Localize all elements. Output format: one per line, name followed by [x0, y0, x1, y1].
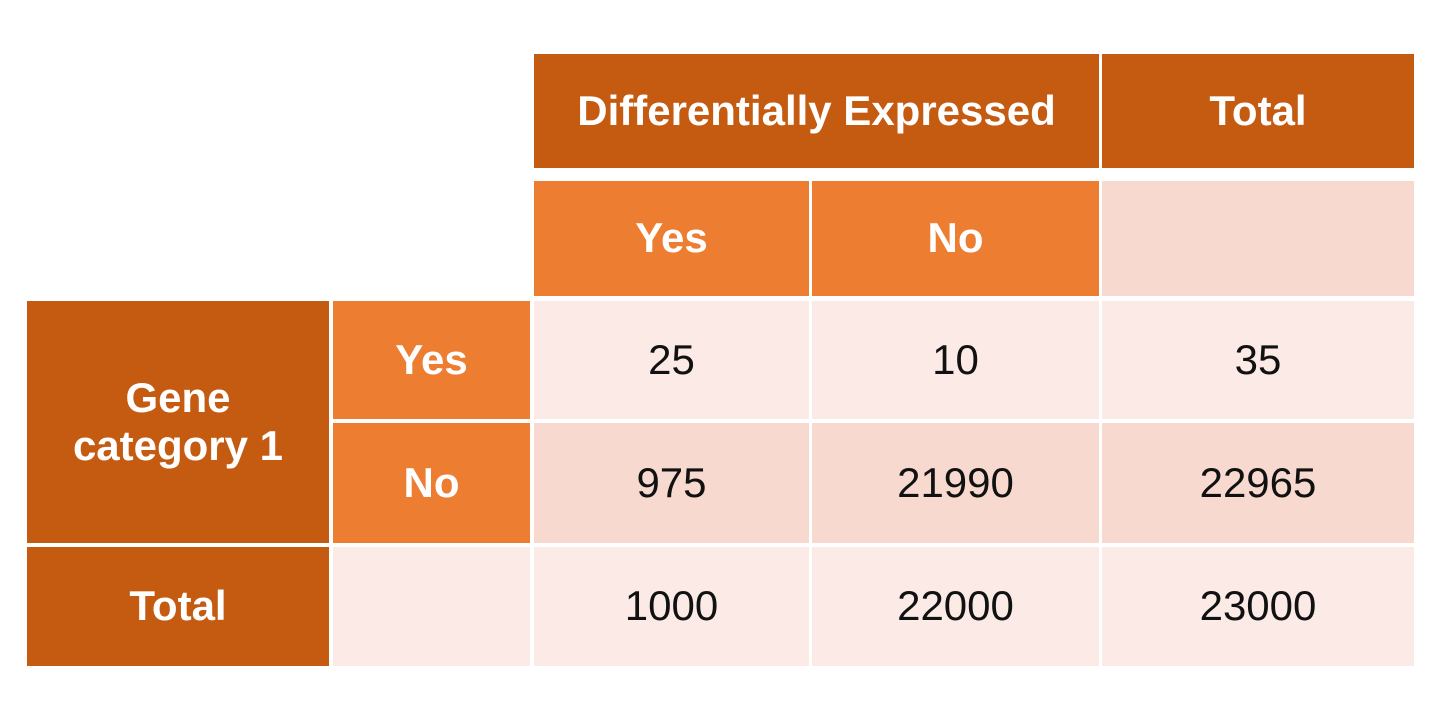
subheader-total-empty — [1102, 181, 1414, 296]
subheader-no: No — [812, 181, 1099, 296]
header-total: Total — [1102, 54, 1414, 168]
row-total-header: Total — [27, 547, 329, 666]
cell-total-yes-value: 1000 — [624, 582, 719, 630]
subheader-no-label: No — [927, 214, 984, 262]
cell-total-total-value: 23000 — [1199, 582, 1317, 630]
cell-total-no-value: 22000 — [897, 582, 1014, 630]
cell-no-no: 21990 — [812, 423, 1099, 543]
row-yes-header: Yes — [333, 301, 530, 419]
header-differentially-expressed: Differentially Expressed — [534, 54, 1099, 168]
cell-no-no-value: 21990 — [897, 458, 1014, 506]
cell-no-total-value: 22965 — [1199, 458, 1317, 506]
row-no-header: No — [333, 423, 530, 543]
cell-yes-no: 10 — [812, 301, 1099, 419]
cell-yes-no-value: 10 — [932, 335, 979, 383]
cell-yes-yes-value: 25 — [648, 335, 695, 383]
cell-total-total: 23000 — [1102, 547, 1414, 666]
cell-total-empty — [333, 547, 530, 666]
row-total-label: Total — [129, 582, 227, 630]
cell-total-yes: 1000 — [534, 547, 809, 666]
cell-total-no: 22000 — [812, 547, 1099, 666]
cell-yes-total-value: 35 — [1234, 335, 1282, 383]
header-total-label: Total — [1209, 86, 1307, 134]
header-differentially-expressed-label: Differentially Expressed — [577, 86, 1056, 134]
cell-no-total: 22965 — [1102, 423, 1414, 543]
cell-yes-yes: 25 — [534, 301, 809, 419]
subheader-yes-label: Yes — [635, 214, 708, 262]
cell-no-yes: 975 — [534, 423, 809, 543]
row-group-gene-category: Gene category 1 — [27, 301, 329, 543]
cell-no-yes-value: 975 — [636, 458, 707, 506]
row-yes-label: Yes — [395, 335, 468, 383]
row-no-label: No — [403, 458, 460, 506]
subheader-yes: Yes — [534, 181, 809, 296]
row-group-gene-category-label: Gene category 1 — [72, 373, 284, 469]
cell-yes-total: 35 — [1102, 301, 1414, 419]
